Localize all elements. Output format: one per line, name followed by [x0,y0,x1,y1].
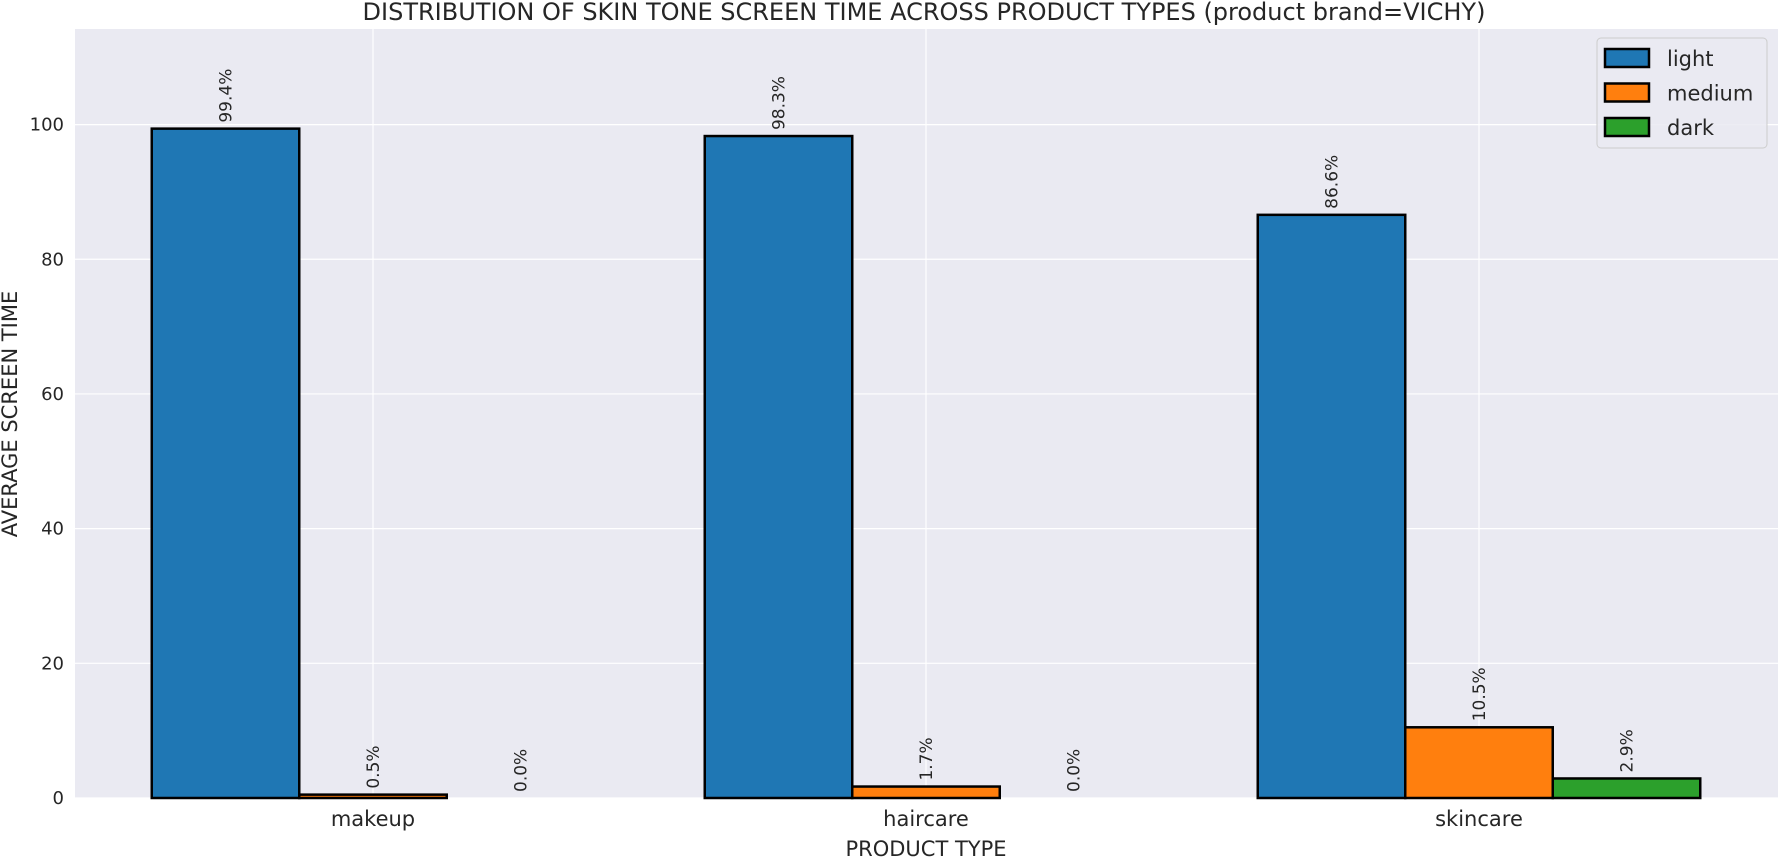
x-tick-skincare: skincare [1435,807,1523,831]
legend-swatch-dark [1603,116,1651,138]
bar-label-light-haircare: 98.3% [770,76,790,130]
legend-label-medium: medium [1667,82,1753,106]
bar-label-dark-makeup: 0.0% [512,749,532,792]
legend: light medium dark [1596,37,1768,149]
legend-label-light: light [1667,47,1714,71]
y-tick-label: 100 [30,115,64,136]
bar-label-light-makeup: 99.4% [217,69,237,123]
bars-group [150,127,1702,800]
legend-swatch-light [1603,47,1651,69]
bar-medium-haircare [851,785,1001,800]
chart-title: DISTRIBUTION OF SKIN TONE SCREEN TIME AC… [363,0,1486,26]
x-axis-ticks: makeup haircare skincare [331,807,1523,831]
y-tick-label: 80 [41,249,64,270]
bar-label-medium-skincare: 10.5% [1470,667,1490,721]
x-axis-label: PRODUCT TYPE [845,837,1006,859]
y-tick-label: 20 [41,653,64,674]
bar-light-makeup [150,127,301,800]
bar-medium-makeup [298,793,448,800]
bar-label-medium-makeup: 0.5% [364,745,384,788]
y-axis-ticks: 0 20 40 60 80 100 [30,115,64,809]
bar-label-medium-haircare: 1.7% [917,737,937,780]
y-tick-label: 40 [41,519,64,540]
bar-light-skincare [1256,213,1407,800]
x-tick-haircare: haircare [883,807,969,831]
y-tick-label: 60 [41,384,64,405]
legend-swatch-medium [1603,82,1651,103]
bar-label-dark-skincare: 2.9% [1618,729,1638,772]
bar-label-light-skincare: 86.6% [1323,155,1343,209]
y-axis-label: AVERAGE SCREEN TIME [0,291,22,538]
bar-light-haircare [703,134,854,800]
x-tick-makeup: makeup [331,807,415,831]
bar-medium-skincare [1404,726,1554,800]
y-tick-label: 0 [53,788,64,809]
bar-label-dark-haircare: 0.0% [1065,749,1085,792]
bar-dark-skincare [1551,777,1702,800]
bar-labels-group: 99.4% 98.3% 86.6% 0.5% 1.7% 10.5% 0.0% 0.0% 2.9% [217,69,1638,792]
legend-label-dark: dark [1667,116,1715,140]
